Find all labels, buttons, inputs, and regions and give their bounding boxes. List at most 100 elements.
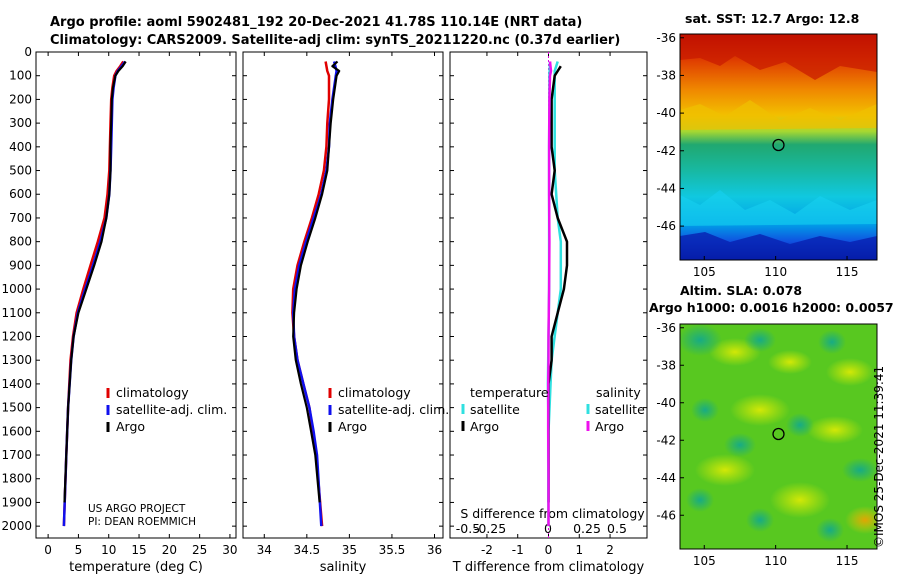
y-tick-label: 100 — [9, 69, 32, 83]
y-tick-label: 200 — [9, 92, 32, 106]
legend-label: Argo — [470, 419, 499, 434]
axes-frame — [242, 51, 444, 539]
map-y-tick-label: -42 — [656, 433, 676, 447]
y-tick-label: 800 — [9, 235, 32, 249]
sst-float-marker — [772, 138, 785, 152]
sst-map: -36 -38 -40 -42 -44 -46 105 110 115 — [656, 31, 878, 279]
map-y-tick-label: -42 — [656, 144, 676, 158]
legend-label: satellite-adj. clim. — [116, 402, 227, 417]
x-tick-label: 34 — [257, 543, 272, 557]
map-x-tick-label: 110 — [764, 554, 787, 568]
top-tick-label: -0.5 — [456, 521, 480, 536]
x-tick-label: 34.5 — [293, 543, 320, 557]
x-tick-label: 10 — [101, 543, 116, 557]
y-tick-label: 1300 — [1, 353, 32, 367]
y-tick-label: 1400 — [1, 377, 32, 391]
map-y-tick-label: -36 — [656, 321, 676, 335]
project-annotation: US ARGO PROJECT — [88, 503, 186, 515]
y-tick-label: 700 — [9, 211, 32, 225]
x-axis-label: salinity — [320, 560, 367, 575]
legend-header-salinity: salinity — [596, 385, 641, 400]
x-axis-label: T difference from climatology — [452, 560, 645, 575]
map-y-tick-label: -46 — [656, 508, 676, 522]
sla-map: -36 -38 -40 -42 -44 -46 105 110 115 — [656, 321, 878, 568]
y-tick-label: 500 — [9, 164, 32, 178]
y-tick-label: 900 — [9, 258, 32, 272]
x-tick-label: 0 — [44, 543, 52, 557]
chart-salinity: 34 34.5 35 35.5 36 salinity climatology satelli… — [242, 51, 449, 575]
figure-title-line2: Climatology: CARS2009. Satellite-adj cli… — [50, 33, 621, 48]
y-tick-label: 1800 — [1, 472, 32, 486]
legend-label: Argo — [595, 419, 624, 434]
map-y-tick-label: -40 — [656, 396, 676, 410]
y-tick-label: 1500 — [1, 401, 32, 415]
x-tick-label: 5 — [75, 543, 83, 557]
sla-map-title-line2: Argo h1000: 0.0016 h2000: 0.0057 — [649, 300, 894, 315]
y-tick-label: 2000 — [1, 519, 32, 533]
x-axis-label: temperature (deg C) — [69, 560, 203, 575]
y-tick-label: 1000 — [1, 282, 32, 296]
legend-header-temperature: temperature — [470, 385, 549, 400]
axes-frame — [35, 51, 237, 539]
sst-map-title: sat. SST: 12.7 Argo: 12.8 — [685, 11, 860, 26]
map-y-tick-label: -44 — [656, 471, 676, 485]
legend-label: satellite-adj. clim. — [338, 402, 449, 417]
y-tick-label: 1200 — [1, 329, 32, 343]
y-tick-label: 600 — [9, 187, 32, 201]
x-tick-label: 1 — [575, 543, 583, 557]
x-tick-label: -2 — [481, 543, 493, 557]
y-tick-label: 1100 — [1, 306, 32, 320]
legend-label: Argo — [338, 419, 367, 434]
chart-temperature: 0100200300400500600700800900100011001200… — [1, 45, 237, 575]
map-y-tick-label: -38 — [656, 68, 676, 82]
top-tick-label: 0 — [544, 521, 552, 536]
y-tick-label: 0 — [24, 45, 32, 59]
map-x-tick-label: 105 — [693, 265, 716, 279]
map-y-tick-label: -44 — [656, 181, 676, 195]
x-tick-label: 35 — [342, 543, 357, 557]
series-line-salinity-argo — [546, 61, 553, 527]
map-y-tick-label: -38 — [656, 358, 676, 372]
sla-float-marker — [772, 427, 785, 441]
series-line-argo — [292, 60, 341, 503]
x-tick-label: 30 — [222, 543, 237, 557]
x-tick-label: 2 — [606, 543, 614, 557]
top-axis-label: S difference from climatology — [460, 506, 645, 521]
legend-label: climatology — [116, 385, 189, 400]
copyright-stamp: ©IMOS 25-Dec-2021 11:39:41 — [872, 365, 886, 548]
top-tick-label: 0.25 — [573, 521, 601, 536]
map-y-tick-label: -36 — [656, 31, 676, 45]
series-line-climatology — [291, 61, 331, 527]
x-tick-label: 25 — [192, 543, 207, 557]
x-tick-label: 15 — [131, 543, 146, 557]
legend-label: climatology — [338, 385, 411, 400]
map-y-tick-label: -46 — [656, 219, 676, 233]
series-line-argo — [63, 60, 127, 503]
series-line-climatology — [62, 60, 125, 527]
top-tick-label: -0.25 — [474, 521, 506, 536]
map-x-tick-label: 105 — [693, 554, 716, 568]
series-line-temperature-argo — [547, 65, 569, 503]
legend-label: satellite — [595, 402, 645, 417]
map-x-tick-label: 115 — [836, 554, 859, 568]
x-tick-label: 0 — [545, 543, 553, 557]
y-tick-label: 1900 — [1, 495, 32, 509]
map-x-tick-label: 110 — [764, 265, 787, 279]
series-line-satellite-adj-clim- — [62, 60, 127, 527]
sla-map-title-line1: Altim. SLA: 0.078 — [680, 283, 803, 298]
x-tick-label: -1 — [512, 543, 524, 557]
y-tick-label: 300 — [9, 116, 32, 130]
project-annotation: PI: DEAN ROEMMICH — [88, 516, 196, 528]
figure-title-line1: Argo profile: aoml 5902481_192 20-Dec-20… — [50, 15, 583, 30]
legend-label: satellite — [470, 402, 520, 417]
y-tick-label: 1700 — [1, 448, 32, 462]
top-tick-label: 0.5 — [607, 521, 627, 536]
x-tick-label: 20 — [162, 543, 177, 557]
legend-label: Argo — [116, 419, 145, 434]
x-tick-label: 35.5 — [379, 543, 406, 557]
y-tick-label: 1600 — [1, 424, 32, 438]
map-y-tick-label: -40 — [656, 106, 676, 120]
x-tick-label: 36 — [427, 543, 442, 557]
map-x-tick-label: 115 — [836, 265, 859, 279]
